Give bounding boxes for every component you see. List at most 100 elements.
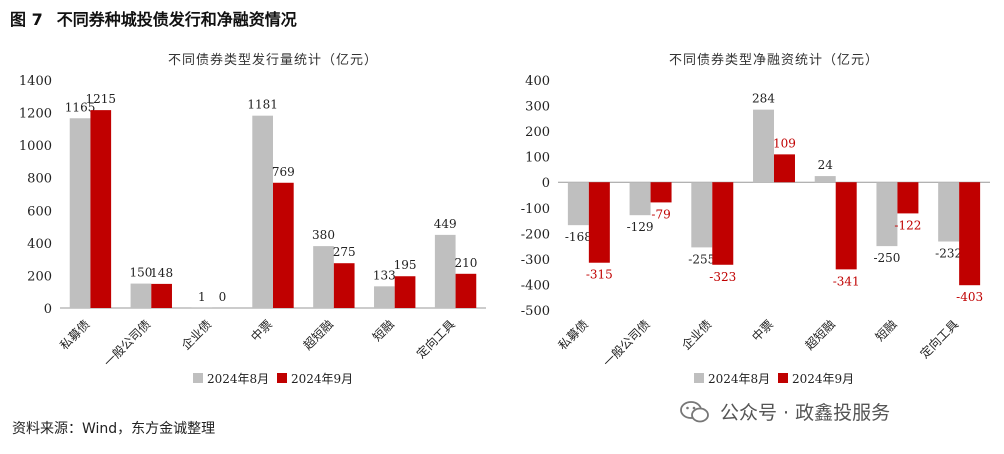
category-label: 中票: [248, 317, 276, 345]
bar-aug: [69, 118, 91, 309]
data-label: 133: [373, 268, 396, 282]
bar-aug: [876, 182, 898, 247]
data-label: -122: [894, 218, 921, 232]
category-label: 超短融: [802, 317, 838, 353]
watermark-text: 公众号 · 政鑫投服务: [720, 402, 891, 424]
bar-aug: [938, 182, 960, 242]
bar-aug: [629, 182, 651, 216]
data-label: 449: [434, 217, 457, 231]
y-tick-label: 0: [44, 302, 52, 317]
data-label: 1181: [247, 98, 278, 112]
category-label: 一般公司债: [100, 317, 153, 370]
bar-sep: [897, 182, 919, 214]
data-label: 1165: [65, 100, 96, 114]
legend-swatch: [277, 373, 287, 383]
bar-sep: [455, 273, 477, 308]
y-tick-label: 400: [27, 237, 52, 252]
legend-swatch: [193, 373, 203, 383]
bar-aug: [252, 115, 273, 308]
figure-number: 图 7: [10, 10, 43, 29]
figure-title: 图 7 不同券种城投债发行和净融资情况: [10, 6, 297, 30]
bar-sep: [774, 154, 795, 183]
category-label: 企业债: [178, 317, 214, 353]
legend: 2024年8月 2024年9月: [193, 372, 353, 386]
category-label: 中票: [749, 317, 777, 345]
legend: 2024年8月 2024年9月: [694, 372, 854, 386]
bar-sep: [273, 182, 294, 308]
bar-aug: [130, 283, 152, 308]
y-tick-label: 1400: [19, 74, 52, 89]
bar-sep: [333, 263, 355, 308]
data-label: 24: [818, 158, 834, 172]
legend-label: 2024年8月: [207, 372, 269, 386]
data-label: -323: [709, 270, 736, 284]
data-label: 195: [394, 258, 417, 272]
y-tick-label: -200: [521, 227, 550, 242]
category-label: 定向工具: [413, 317, 458, 362]
data-label: -232: [935, 247, 962, 261]
bar-aug: [434, 234, 456, 308]
bar-sep: [588, 182, 610, 263]
data-label: 1: [198, 290, 206, 304]
data-label: -129: [627, 220, 654, 234]
data-label: -403: [956, 290, 983, 304]
data-label: 1215: [86, 92, 117, 106]
y-tick-label: 200: [525, 125, 550, 140]
bar-sep: [90, 110, 112, 308]
y-tick-label: 0: [542, 176, 550, 191]
y-tick-label: 1000: [19, 139, 52, 154]
data-label: 284: [752, 92, 775, 106]
y-tick-label: 300: [525, 100, 550, 115]
category-label: 超短融: [300, 317, 336, 353]
bar-sep: [151, 283, 172, 308]
category-label: 短融: [370, 317, 397, 344]
bar-aug: [567, 182, 589, 226]
bar-sep: [712, 182, 734, 265]
y-tick-label: 100: [525, 151, 550, 166]
bar-sep: [959, 182, 981, 286]
legend-swatch: [694, 373, 704, 383]
legend-label: 2024年9月: [792, 372, 854, 386]
y-tick-label: -300: [521, 253, 550, 268]
legend-swatch: [778, 373, 788, 383]
bar-sep: [650, 182, 672, 203]
data-label: -341: [833, 274, 860, 288]
data-label: -250: [873, 251, 900, 265]
net-financing-chart-panel: 不同债券类型净融资统计（亿元） -500 -400 -300 -200 -100 0 100 2…: [512, 40, 996, 390]
data-label: -255: [688, 252, 715, 266]
figure-title-text: 不同券种城投债发行和净融资情况: [56, 10, 297, 29]
data-label: 150: [129, 266, 152, 280]
y-tick-label: -500: [521, 304, 550, 319]
issuance-chart-panel: 不同债券类型发行量统计（亿元） 0 200 400 600 800 1000 1200 1400…: [8, 40, 496, 390]
issuance-chart: 不同债券类型发行量统计（亿元） 0 200 400 600 800 1000 1200 1400…: [19, 52, 486, 386]
bar-sep: [835, 182, 857, 270]
y-tick-label: -400: [521, 278, 550, 293]
chart-title: 不同债券类型发行量统计（亿元）: [168, 52, 378, 68]
data-label: 0: [219, 290, 227, 304]
data-label: 275: [333, 245, 356, 259]
chart-title: 不同债券类型净融资统计（亿元）: [669, 52, 879, 68]
bar-aug: [753, 109, 774, 183]
bar-aug: [313, 246, 334, 308]
y-tick-label: 600: [27, 204, 52, 219]
bar-aug: [691, 182, 713, 248]
data-label: 769: [272, 165, 295, 179]
category-label: 私募债: [57, 317, 92, 352]
category-label: 一般公司债: [600, 317, 653, 370]
bar-aug: [374, 286, 395, 308]
data-label: -315: [586, 268, 613, 282]
bar-aug: [814, 176, 836, 183]
data-label: 210: [454, 256, 477, 270]
y-tick-label: -100: [521, 202, 550, 217]
source-note: 资料来源：Wind，东方金诚整理: [12, 421, 216, 437]
y-tick-label: 800: [27, 172, 52, 187]
category-label: 私募债: [556, 317, 591, 352]
data-label: 148: [150, 266, 173, 280]
data-label: -79: [651, 207, 670, 221]
data-label: 109: [773, 136, 796, 150]
y-tick-label: 1200: [19, 107, 52, 122]
watermark: 公众号 · 政鑫投服务: [680, 398, 890, 425]
data-label: -168: [565, 230, 592, 244]
y-tick-label: 400: [525, 74, 550, 89]
category-label: 短融: [873, 317, 900, 344]
